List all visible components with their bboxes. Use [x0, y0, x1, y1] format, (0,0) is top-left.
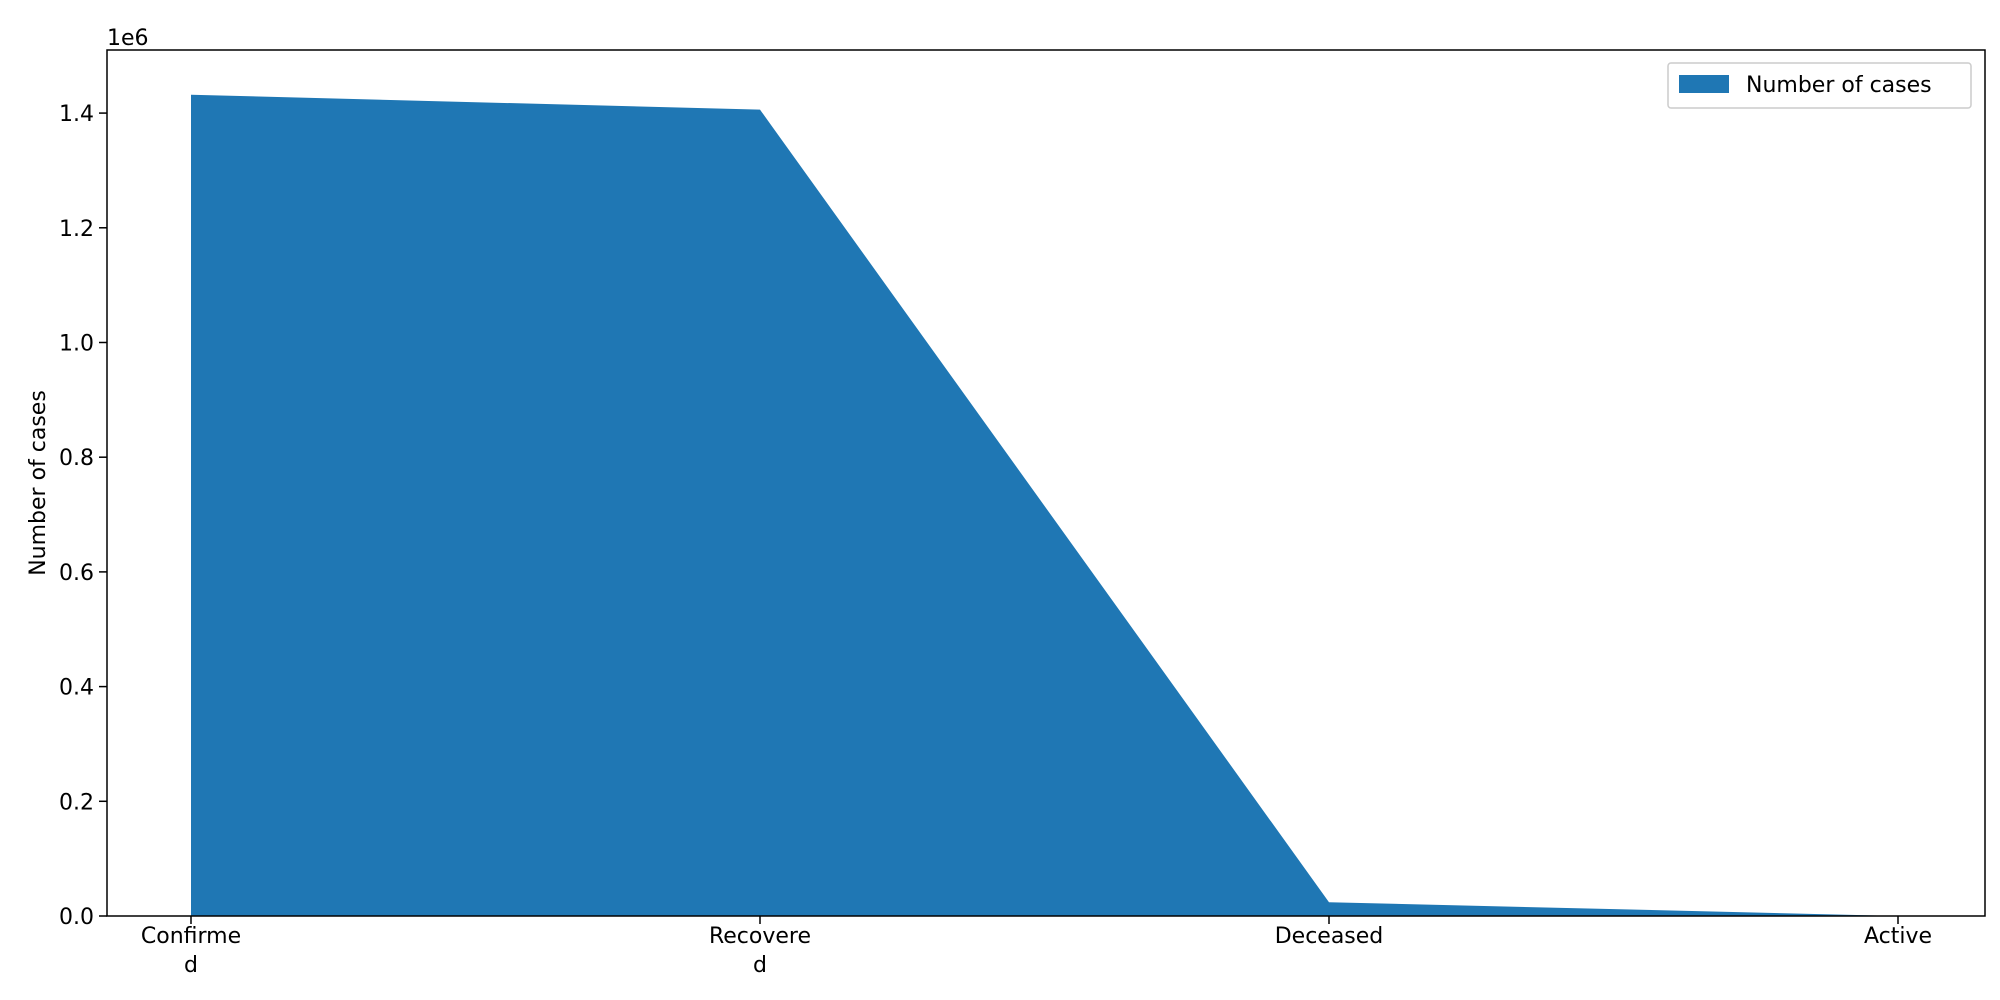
- area-series-0: [191, 94, 1898, 917]
- y-tick-label: 1.2: [59, 217, 94, 242]
- y-tick-label: 0.2: [59, 790, 94, 815]
- y-axis-offset-label: 1e6: [107, 26, 149, 51]
- y-tick-label: 0.6: [59, 561, 94, 586]
- x-tick-label-confirmed: Confirme d: [141, 924, 241, 978]
- legend-box: [1667, 62, 1972, 109]
- y-tick-label: 0.0: [59, 905, 94, 930]
- y-tick-label: 1.0: [59, 331, 94, 356]
- x-tick-label-active: Active: [1864, 924, 1932, 949]
- plot-frame: [106, 49, 1986, 917]
- x-tick-label-deceased: Deceased: [1275, 924, 1384, 949]
- y-axis-label: Number of cases: [26, 390, 51, 576]
- y-tick-label: 1.4: [59, 102, 94, 127]
- x-tick-label-recovered: Recovere d: [709, 924, 811, 978]
- y-axis-ticks: 0.0 0.2 0.4 0.6 0.8 1.0 1.2 1.4: [59, 102, 107, 930]
- x-axis-ticks: Confirme d Recovere d Deceased Active: [141, 916, 1932, 978]
- legend: Number of cases: [1667, 62, 1972, 109]
- area-series-layer: [191, 94, 1898, 917]
- legend-swatch: [1679, 75, 1729, 93]
- y-tick-label: 0.8: [59, 446, 94, 471]
- y-tick-label: 0.4: [59, 676, 94, 701]
- legend-label: Number of cases: [1746, 73, 1932, 98]
